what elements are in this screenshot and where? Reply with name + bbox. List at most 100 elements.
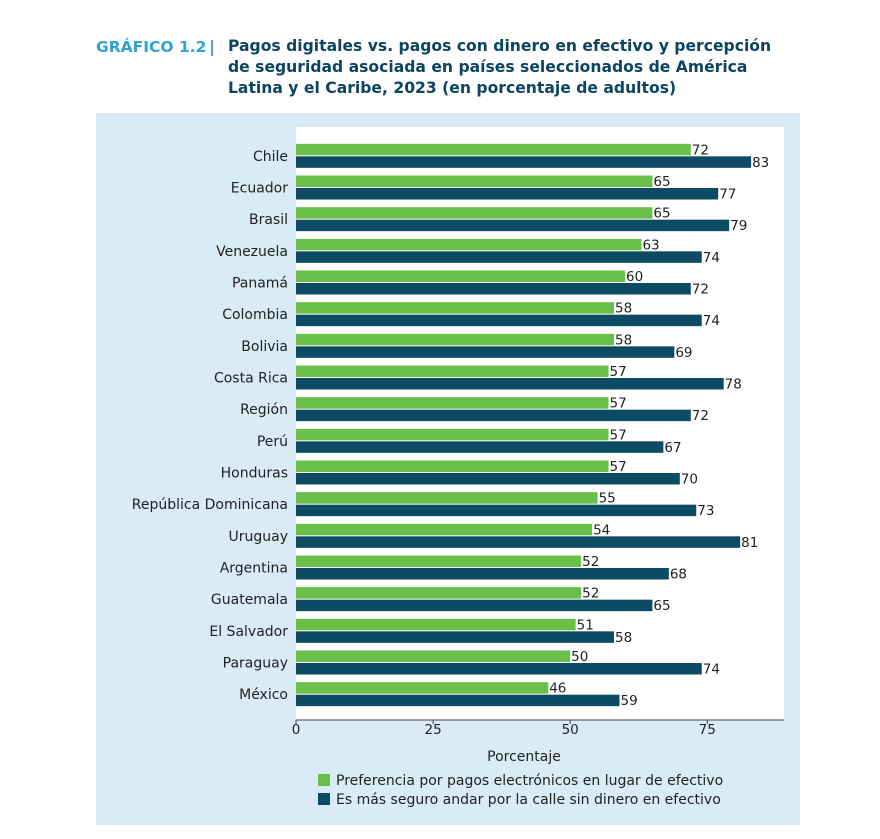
x-tick-label: 0 xyxy=(292,722,301,738)
bar-navy xyxy=(296,599,653,612)
bar-navy xyxy=(296,346,675,358)
data-label: 73 xyxy=(697,503,714,519)
category-label: Argentina xyxy=(220,561,288,577)
category-label: Guatemala xyxy=(211,592,288,608)
data-label: 50 xyxy=(571,649,588,665)
data-label: 57 xyxy=(610,427,627,443)
bar-navy xyxy=(296,251,702,263)
bar-navy xyxy=(296,536,741,548)
category-label: Costa Rica xyxy=(214,371,288,387)
header-separator: | xyxy=(209,37,215,56)
bar-navy xyxy=(296,409,691,422)
category-label: Perú xyxy=(257,434,288,450)
bar-green xyxy=(296,238,642,251)
bar-navy xyxy=(296,473,680,485)
data-label: 58 xyxy=(615,332,632,348)
data-label: 74 xyxy=(703,662,720,678)
data-label: 58 xyxy=(615,301,632,317)
bar-navy xyxy=(296,631,615,643)
bar-navy xyxy=(296,504,697,517)
data-label: 68 xyxy=(670,567,687,583)
data-label: 70 xyxy=(681,472,698,488)
bar-green xyxy=(296,650,571,662)
category-label: República Dominicana xyxy=(132,497,288,513)
legend-swatch-navy xyxy=(318,793,330,805)
bar-green xyxy=(296,618,576,631)
bar-navy xyxy=(296,219,730,232)
bar-green xyxy=(296,333,615,346)
data-label: 57 xyxy=(610,396,627,412)
data-label: 72 xyxy=(692,408,709,424)
bar-navy xyxy=(296,283,691,295)
bar-green xyxy=(296,397,609,409)
category-label: El Salvador xyxy=(209,624,288,640)
category-label: Paraguay xyxy=(223,656,288,672)
category-label: Brasil xyxy=(249,212,288,228)
bar-green xyxy=(296,492,598,504)
x-tick-label: 50 xyxy=(562,722,579,738)
legend-label: Es más seguro andar por la calle sin din… xyxy=(336,792,721,808)
bar-navy xyxy=(296,188,719,200)
bar-green xyxy=(296,270,625,282)
bar-green xyxy=(296,587,582,599)
data-label: 79 xyxy=(730,218,747,234)
data-label: 67 xyxy=(664,440,681,456)
category-label: Venezuela xyxy=(216,244,288,260)
category-label: Chile xyxy=(253,149,288,165)
category-label: Región xyxy=(240,402,288,418)
data-label: 59 xyxy=(621,693,638,709)
data-label: 78 xyxy=(725,377,742,393)
data-label: 72 xyxy=(692,142,709,158)
bar-green xyxy=(296,555,582,567)
data-label: 77 xyxy=(719,187,736,203)
figure-label: GRÁFICO 1.2 xyxy=(96,38,207,56)
data-label: 54 xyxy=(593,522,610,538)
data-label: 46 xyxy=(549,681,566,697)
category-label: Ecuador xyxy=(231,181,288,197)
data-label: 65 xyxy=(653,206,670,222)
data-label: 52 xyxy=(582,586,599,602)
data-label: 69 xyxy=(675,345,692,361)
bar-navy xyxy=(296,314,702,327)
category-label: Uruguay xyxy=(229,529,289,545)
bar-green xyxy=(296,143,691,156)
legend-label: Preferencia por pagos electrónicos en lu… xyxy=(336,773,723,789)
x-tick-label: 25 xyxy=(424,722,441,738)
bar-green xyxy=(296,302,615,314)
bar-green xyxy=(296,523,593,536)
bar-green xyxy=(296,428,609,441)
bar-green xyxy=(296,175,653,187)
legend-swatch-green xyxy=(318,774,330,786)
data-label: 52 xyxy=(582,554,599,570)
bar-green xyxy=(296,365,609,377)
bar-navy xyxy=(296,694,620,707)
data-label: 72 xyxy=(692,282,709,298)
data-label: 65 xyxy=(653,598,670,614)
category-label: Bolivia xyxy=(241,339,288,355)
category-label: México xyxy=(239,687,288,703)
category-label: Honduras xyxy=(221,466,288,482)
bar-navy xyxy=(296,156,752,168)
chart-title: Pagos digitales vs. pagos con dinero en … xyxy=(228,37,772,97)
data-label: 81 xyxy=(741,535,758,551)
bar-navy xyxy=(296,441,664,453)
bar-green xyxy=(296,207,653,219)
data-label: 57 xyxy=(610,459,627,475)
bar-navy xyxy=(296,663,702,675)
bar-navy xyxy=(296,378,724,390)
chart-panel: Chile 72 83 Ecuador 65 77 Brasil 65 79 Venezuela 6… xyxy=(96,113,800,825)
data-label: 74 xyxy=(703,250,720,266)
bar-green xyxy=(296,682,549,694)
category-label: Panamá xyxy=(232,276,288,292)
bar-green xyxy=(296,460,609,472)
bar-navy xyxy=(296,568,669,580)
category-label: Colombia xyxy=(222,307,288,323)
data-label: 74 xyxy=(703,313,720,329)
data-label: 60 xyxy=(626,269,643,285)
data-label: 51 xyxy=(577,617,594,633)
x-axis-label: Porcentaje xyxy=(487,749,561,765)
bar-chart: Chile 72 83 Ecuador 65 77 Brasil 65 79 Venezuela 6… xyxy=(132,127,784,808)
data-label: 63 xyxy=(642,237,659,253)
data-label: 83 xyxy=(752,155,769,171)
data-label: 55 xyxy=(599,491,616,507)
